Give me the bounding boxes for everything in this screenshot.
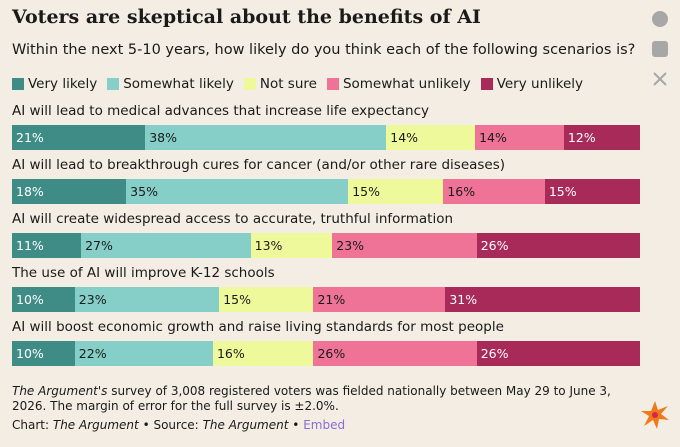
value-label: 21% xyxy=(317,292,346,307)
legend-swatch xyxy=(12,78,24,90)
bar-segment: 35% xyxy=(126,179,349,204)
value-label: 22% xyxy=(78,346,107,361)
legend-label: Somewhat likely xyxy=(123,76,234,92)
value-label: 15% xyxy=(548,184,577,199)
value-label: 14% xyxy=(479,130,507,145)
legend-label: Very likely xyxy=(28,76,98,92)
bar-segment: 26% xyxy=(476,341,640,366)
value-label: 35% xyxy=(130,184,158,199)
bar-segment: 16% xyxy=(443,179,545,204)
value-label: 14% xyxy=(390,130,419,145)
value-label: 18% xyxy=(16,184,44,199)
bar-segment: 10% xyxy=(12,341,75,366)
bar-row: 10% 22% 16% 26% 26% xyxy=(12,341,640,366)
credit-text[interactable]: Embed xyxy=(303,418,346,432)
value-label: 38% xyxy=(149,130,177,145)
bar-segment: 22% xyxy=(74,341,213,366)
bar-segment: 27% xyxy=(81,233,251,258)
bar-segment: 10% xyxy=(12,287,75,312)
legend: Very likely Somewhat likely Not sure Somewh… xyxy=(12,76,583,92)
value-label: 26% xyxy=(480,238,509,253)
legend-swatch xyxy=(480,78,493,90)
bar-segment: 38% xyxy=(145,125,387,150)
linkedin-icon[interactable] xyxy=(652,41,668,57)
credit-text: • Source: xyxy=(142,418,199,432)
legend-swatch xyxy=(243,78,256,90)
category-label: AI will boost economic growth and raise … xyxy=(12,319,504,335)
facebook-icon[interactable] xyxy=(652,11,668,27)
value-label: 23% xyxy=(336,238,365,253)
value-label: 15% xyxy=(352,184,380,199)
bar-row: 18% 35% 15% 16% 15% xyxy=(12,179,640,204)
bar-row: 21% 38% 14% 14% 12% xyxy=(12,125,640,150)
bar-segment: 26% xyxy=(476,233,640,258)
legend-item: Somewhat unlikely xyxy=(326,76,471,92)
category-label: AI will lead to breakthrough cures for c… xyxy=(12,157,506,173)
bar-segment: 13% xyxy=(250,233,333,258)
chart-subtitle: Within the next 5-10 years, how likely d… xyxy=(12,42,636,58)
footnote: The Argument's survey of 3,008 registere… xyxy=(12,384,632,414)
legend-label: Very unlikely xyxy=(496,76,584,92)
value-label: 16% xyxy=(447,184,476,199)
legend-swatch xyxy=(326,78,339,90)
bar-segment: 15% xyxy=(544,179,640,204)
bar-segment: 31% xyxy=(445,287,640,312)
credit-text: Chart: xyxy=(12,418,50,432)
category-label: AI will lead to medical advances that in… xyxy=(12,103,429,119)
credit-text: The Argument xyxy=(202,418,289,432)
legend-item: Not sure xyxy=(243,76,317,92)
bar-segment: 15% xyxy=(348,179,444,204)
credits: Chart: The Argument • Source: The Argume… xyxy=(12,418,345,432)
credit-text: The Argument xyxy=(52,418,139,432)
legend-item: Somewhat likely xyxy=(107,76,234,92)
value-label: 26% xyxy=(480,346,509,361)
chart-title: Voters are skeptical about the benefits … xyxy=(12,6,481,28)
legend-swatch xyxy=(107,78,120,90)
value-label: 12% xyxy=(567,130,596,145)
value-label: 10% xyxy=(16,346,44,361)
legend-item: Very unlikely xyxy=(480,76,584,92)
legend-label: Not sure xyxy=(259,76,317,92)
logo xyxy=(641,401,669,429)
value-label: 15% xyxy=(223,292,252,307)
category-label: AI will create widespread access to accu… xyxy=(12,211,454,227)
value-label: 16% xyxy=(216,346,245,361)
bar-segment: 16% xyxy=(212,341,314,366)
value-label: 10% xyxy=(16,292,44,307)
bar-segment: 21% xyxy=(313,287,446,312)
legend-label: Somewhat unlikely xyxy=(342,76,471,92)
value-label: 27% xyxy=(85,238,113,253)
legend-item: Very likely xyxy=(12,76,97,92)
value-label: 26% xyxy=(317,346,346,361)
bar-segment: 23% xyxy=(332,233,477,258)
value-label: 23% xyxy=(78,292,107,307)
category-label: The use of AI will improve K-12 schools xyxy=(12,265,275,281)
bar-segment: 15% xyxy=(219,287,314,312)
footnote-italic: The Argument's xyxy=(12,384,108,398)
bar-row: 10% 23% 15% 21% 31% xyxy=(12,287,640,312)
footnote-text: survey of 3,008 registered voters was fi… xyxy=(12,384,611,413)
credit-text: • xyxy=(292,418,300,432)
bar-segment: 14% xyxy=(475,125,564,150)
value-label: 11% xyxy=(16,238,44,253)
bar-segment: 23% xyxy=(74,287,220,312)
bar-segment: 21% xyxy=(12,125,146,150)
bar-segment: 26% xyxy=(313,341,477,366)
bar-segment: 18% xyxy=(12,179,127,204)
value-label: 31% xyxy=(449,292,478,307)
x-icon[interactable] xyxy=(652,71,668,87)
value-label: 21% xyxy=(16,130,44,145)
value-label: 13% xyxy=(254,238,283,253)
bar-segment: 11% xyxy=(12,233,82,258)
bar-row: 11% 27% 13% 23% 26% xyxy=(12,233,640,258)
bar-segment: 14% xyxy=(386,125,476,150)
bar-segment: 12% xyxy=(563,125,640,150)
